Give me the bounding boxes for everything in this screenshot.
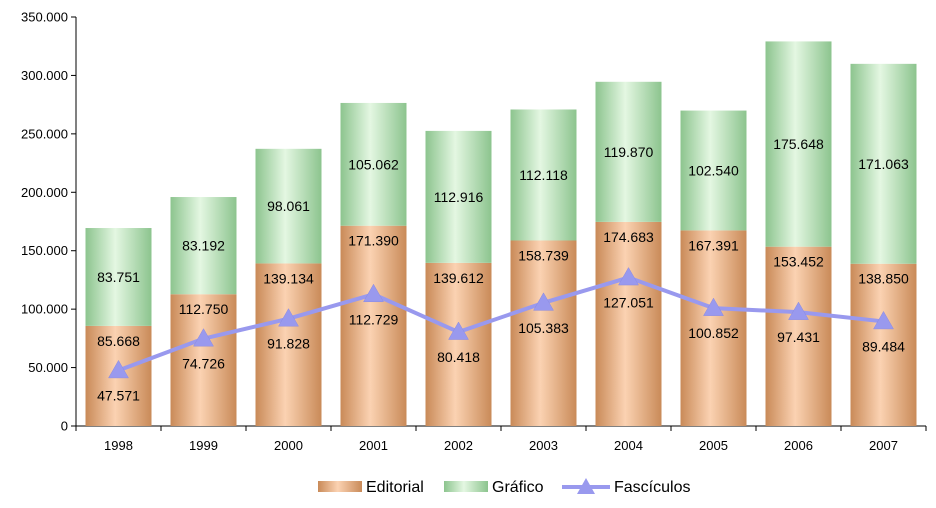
label-grafico: 119.870 — [604, 144, 654, 160]
bar-grafico — [765, 41, 832, 247]
label-grafico: 83.751 — [97, 269, 140, 285]
label-fasciculos: 100.852 — [688, 325, 739, 341]
bar-grafico — [170, 197, 237, 295]
label-fasciculos: 91.828 — [267, 336, 310, 352]
bar-editorial — [595, 221, 662, 426]
x-tick-label: 2002 — [444, 438, 473, 453]
x-tick-label: 2007 — [869, 438, 898, 453]
bar-grafico — [340, 102, 407, 226]
y-tick-label: 100.000 — [21, 302, 68, 317]
fasciculos-point — [363, 283, 384, 303]
bar-editorial — [170, 294, 237, 426]
y-tick-label: 300.000 — [21, 68, 68, 83]
label-fasciculos: 127.051 — [603, 295, 654, 311]
y-tick-label: 350.000 — [21, 10, 68, 25]
fasciculos-point — [788, 301, 809, 320]
label-editorial: 171.390 — [348, 233, 399, 249]
label-editorial: 139.612 — [433, 270, 484, 286]
legend-label-grafico: Gráfico — [492, 479, 544, 496]
label-editorial: 174.683 — [603, 229, 654, 245]
label-fasciculos: 74.726 — [182, 356, 225, 372]
bar-editorial — [425, 262, 492, 426]
bar-editorial — [510, 240, 577, 426]
label-fasciculos: 89.484 — [862, 338, 905, 354]
bar-editorial — [340, 225, 407, 426]
y-tick-label: 50.000 — [28, 360, 68, 375]
bar-grafico — [85, 228, 152, 326]
label-grafico: 105.062 — [348, 156, 399, 172]
bar-grafico — [510, 109, 577, 241]
fasciculos-line — [117, 275, 884, 373]
fasciculos-point — [533, 292, 554, 311]
label-grafico: 175.648 — [773, 136, 824, 152]
label-editorial: 112.750 — [179, 301, 229, 317]
legend-label-editorial: Editorial — [366, 479, 424, 496]
x-tick-label: 2004 — [614, 438, 643, 453]
x-tick-label: 2005 — [699, 438, 728, 453]
bar-editorial — [680, 230, 747, 426]
label-editorial: 85.668 — [97, 333, 140, 349]
legend-label-fasciculos: Fascículos — [614, 479, 690, 496]
x-tick-label: 2006 — [784, 438, 813, 453]
label-grafico: 112.118 — [519, 167, 568, 183]
fasciculos-point — [873, 310, 894, 330]
fasciculos-point — [193, 328, 214, 347]
y-tick-label: 150.000 — [21, 243, 68, 258]
fasciculos-point — [703, 297, 724, 316]
label-editorial: 167.391 — [688, 237, 739, 253]
label-editorial: 139.134 — [263, 270, 314, 286]
label-grafico: 98.061 — [267, 198, 310, 214]
bars — [85, 41, 917, 426]
bar-grafico — [595, 81, 662, 222]
bar-grafico — [680, 110, 747, 231]
bar-editorial — [850, 263, 917, 426]
data-labels: 83.751 85.668 47.571 83.192 112.750 74.726 98.… — [97, 136, 909, 403]
legend-marker-fasciculos — [577, 478, 595, 494]
y-tick-label: 0 — [61, 419, 68, 434]
label-fasciculos: 47.571 — [97, 387, 140, 403]
label-fasciculos: 112.729 — [349, 311, 399, 327]
fasciculos-point — [278, 308, 299, 327]
bar-editorial — [255, 263, 322, 426]
label-fasciculos: 105.383 — [518, 320, 569, 336]
label-editorial: 158.739 — [518, 248, 569, 264]
y-tick-label: 250.000 — [21, 126, 68, 141]
bar-grafico — [255, 148, 322, 264]
bar-grafico — [425, 130, 492, 263]
label-grafico: 102.540 — [688, 162, 739, 178]
label-grafico: 171.063 — [858, 156, 909, 172]
label-fasciculos: 97.431 — [777, 329, 820, 345]
line-series — [108, 267, 894, 379]
x-tick-label: 1999 — [189, 438, 218, 453]
x-tick-label: 2000 — [274, 438, 303, 453]
bar-grafico — [850, 63, 917, 264]
legend-swatch-grafico — [444, 481, 488, 492]
label-fasciculos: 80.418 — [437, 349, 480, 365]
label-grafico: 83.192 — [182, 238, 225, 254]
label-editorial: 153.452 — [773, 254, 824, 270]
legend-swatch-editorial — [318, 481, 362, 492]
x-tick-label: 2001 — [359, 438, 388, 453]
label-grafico: 112.916 — [434, 189, 484, 205]
fasciculos-point — [108, 359, 129, 379]
label-editorial: 138.850 — [858, 271, 909, 287]
bar-editorial — [765, 246, 832, 426]
x-tick-label: 2003 — [529, 438, 558, 453]
legend: Editorial Gráfico Fascículos — [318, 478, 690, 496]
x-tick-label: 1998 — [104, 438, 133, 453]
fasciculos-point — [448, 321, 469, 340]
fasciculos-point — [618, 267, 639, 286]
y-tick-label: 200.000 — [21, 185, 68, 200]
